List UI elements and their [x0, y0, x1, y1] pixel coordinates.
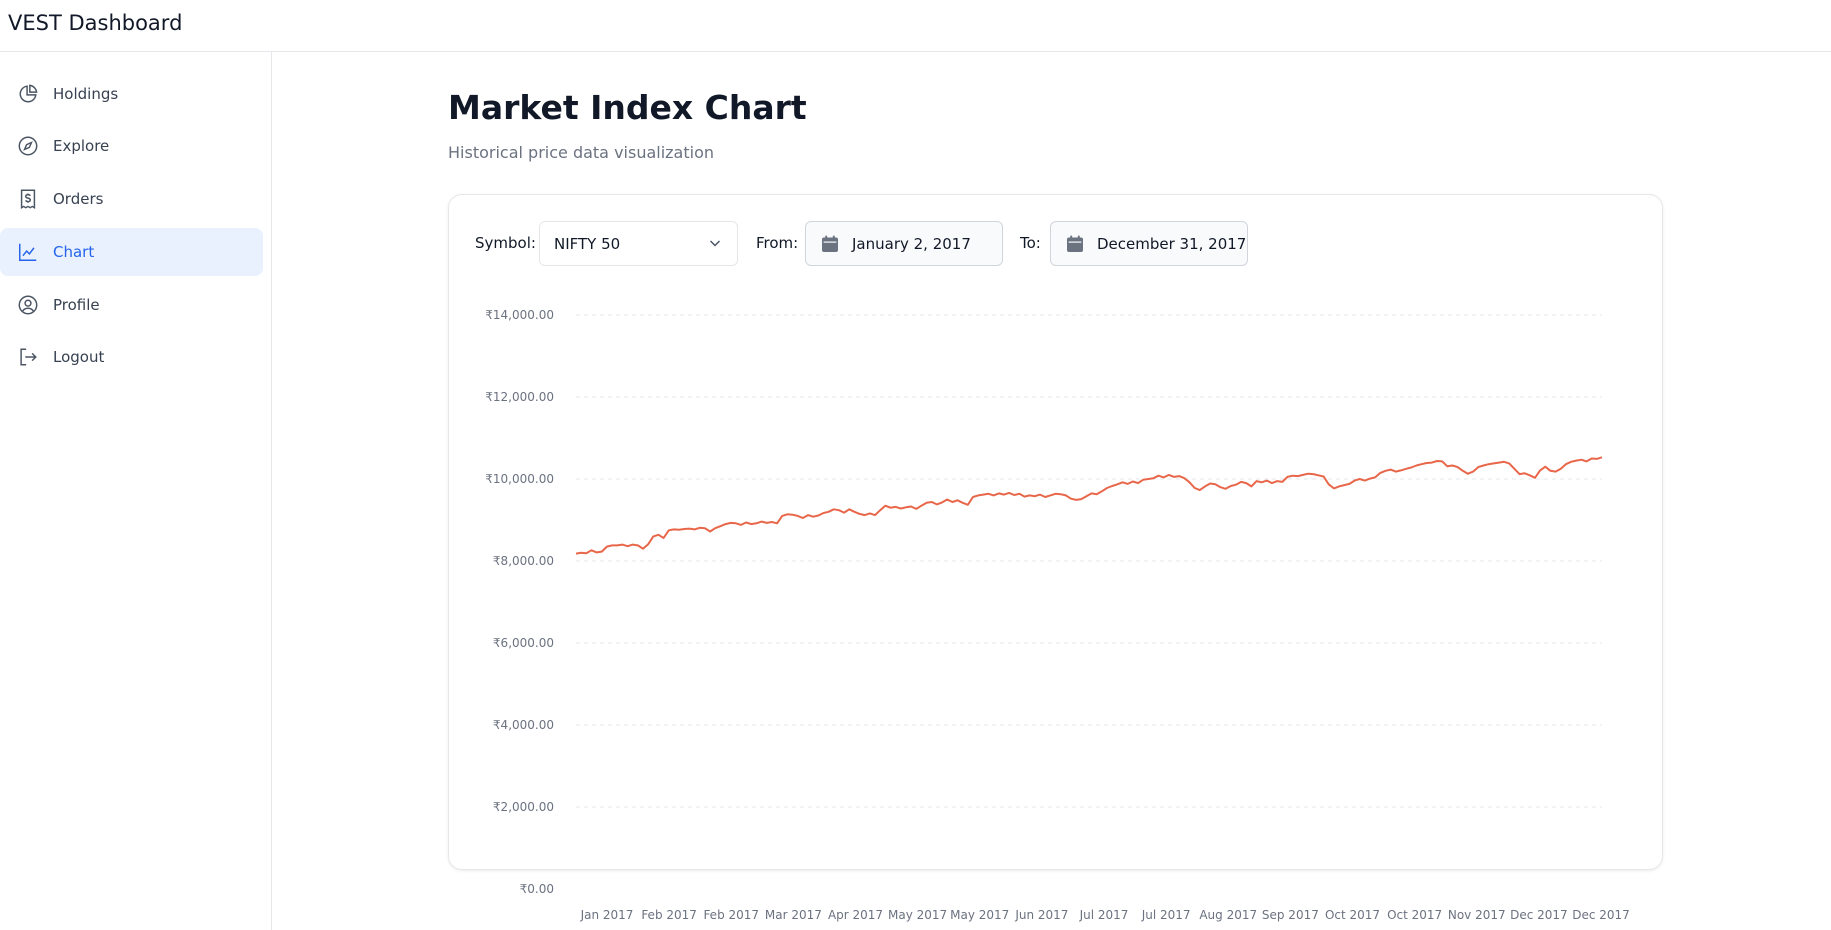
user-circle-icon [17, 294, 39, 316]
symbol-select-value: NIFTY 50 [554, 234, 621, 253]
x-tick-label: Jul 2017 [1141, 908, 1191, 922]
sidebar-item-label: Chart [53, 243, 95, 261]
x-tick-label: Oct 2017 [1387, 908, 1442, 922]
x-tick-label: Oct 2017 [1325, 908, 1380, 922]
series-line [575, 456, 1603, 555]
x-tick-label: May 2017 [950, 908, 1009, 922]
page-title: Market Index Chart [448, 88, 807, 127]
top-bar: VEST Dashboard [0, 0, 1831, 52]
x-tick-label: Jun 2017 [1014, 908, 1068, 922]
receipt-dollar-icon [17, 188, 39, 210]
x-tick-label: Jan 2017 [580, 908, 634, 922]
y-tick-label: ₹0.00 [520, 882, 554, 896]
line-chart-icon [17, 241, 39, 263]
sidebar-item-logout[interactable]: Logout [0, 333, 263, 381]
sidebar-item-label: Holdings [53, 85, 119, 103]
x-tick-label: Feb 2017 [703, 908, 759, 922]
y-tick-label: ₹8,000.00 [493, 554, 554, 568]
y-tick-label: ₹14,000.00 [485, 308, 554, 322]
to-date-field[interactable]: December 31, 2017 [1050, 221, 1248, 266]
page-subtitle: Historical price data visualization [448, 143, 714, 162]
y-tick-label: ₹10,000.00 [485, 472, 554, 486]
x-tick-label: Mar 2017 [765, 908, 822, 922]
chart-card [448, 194, 1663, 870]
x-tick-label: Jul 2017 [1079, 908, 1129, 922]
symbol-select[interactable]: NIFTY 50 [539, 221, 738, 266]
x-tick-label: Apr 2017 [828, 908, 883, 922]
y-tick-label: ₹6,000.00 [493, 636, 554, 650]
sidebar-item-label: Logout [53, 348, 105, 366]
sidebar: Holdings Explore Orders Chart [0, 52, 272, 930]
sidebar-item-explore[interactable]: Explore [0, 122, 263, 170]
y-tick-label: ₹2,000.00 [493, 800, 554, 814]
x-tick-label: Nov 2017 [1448, 908, 1506, 922]
app-title: VEST Dashboard [8, 11, 183, 35]
sidebar-item-profile[interactable]: Profile [0, 281, 263, 329]
compass-icon [17, 135, 39, 157]
sidebar-item-label: Explore [53, 137, 110, 155]
sidebar-item-holdings[interactable]: Holdings [0, 70, 263, 118]
from-label: From: [756, 234, 799, 252]
from-date-field[interactable]: January 2, 2017 [805, 221, 1003, 266]
chevron-down-icon [707, 235, 723, 255]
calendar-icon [820, 234, 840, 254]
x-tick-label: May 2017 [888, 908, 947, 922]
sidebar-item-label: Orders [53, 190, 104, 208]
x-tick-label: Sep 2017 [1262, 908, 1319, 922]
symbol-label: Symbol: [475, 234, 536, 252]
to-label: To: [1020, 234, 1041, 252]
y-tick-label: ₹4,000.00 [493, 718, 554, 732]
x-tick-label: Dec 2017 [1572, 908, 1630, 922]
y-tick-label: ₹12,000.00 [485, 390, 554, 404]
calendar-icon [1065, 234, 1085, 254]
x-tick-label: Dec 2017 [1510, 908, 1568, 922]
to-date-value: December 31, 2017 [1097, 234, 1247, 253]
sidebar-item-chart[interactable]: Chart [0, 228, 263, 276]
sidebar-item-orders[interactable]: Orders [0, 175, 263, 223]
from-date-value: January 2, 2017 [852, 234, 971, 253]
x-tick-label: Feb 2017 [641, 908, 697, 922]
logout-icon [17, 346, 39, 368]
pie-chart-icon [17, 83, 39, 105]
sidebar-item-label: Profile [53, 296, 100, 314]
x-tick-label: Aug 2017 [1199, 908, 1257, 922]
